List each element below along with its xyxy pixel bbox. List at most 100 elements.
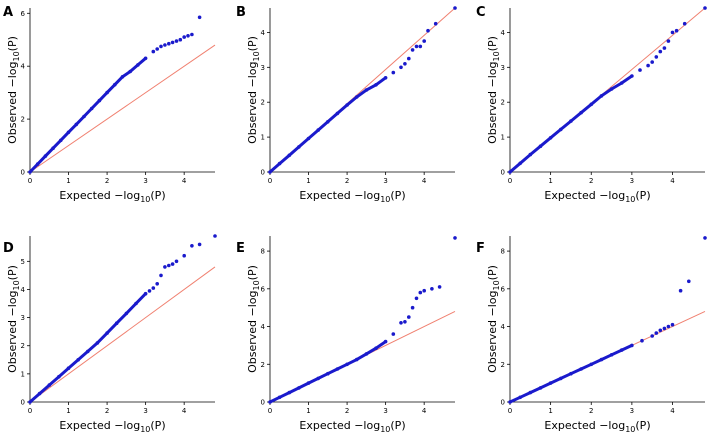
observed-point: [640, 338, 644, 343]
observed-points-dense: [28, 56, 148, 174]
observed-point: [391, 332, 396, 336]
qq-panel-b: B 0 1 2 3 4 0 1 2 3 4 Expected −log10(P) Observed −l…: [236, 5, 457, 204]
x-tick-label: 2: [105, 407, 109, 415]
observed-point: [151, 286, 156, 290]
x-tick-label: 1: [548, 177, 552, 185]
observed-point: [37, 391, 42, 396]
observed-point: [155, 282, 159, 286]
qq-panel-f: F 0 1 2 3 4 0 2 4 6 8 Expected −log10(P) Observed −l…: [476, 236, 707, 433]
x-tick-label: 3: [383, 177, 387, 185]
observed-point: [654, 331, 659, 335]
observed-point: [407, 56, 411, 61]
y-tick-label: 1: [21, 370, 25, 378]
observed-point: [326, 120, 330, 124]
observed-point: [74, 122, 79, 127]
observed-point: [650, 60, 654, 64]
x-axis-title: Expected −log10(P): [59, 189, 165, 204]
qq-panel-c: C 0 1 2 3 4 0 1 2 3 4 Expected −log10(P) Observed −l…: [476, 5, 707, 204]
observed-point: [120, 75, 125, 79]
observed-point: [326, 371, 330, 376]
observed-point: [670, 30, 675, 35]
observed-point: [569, 371, 573, 376]
observed-point: [66, 130, 71, 135]
observed-point: [374, 346, 378, 351]
observed-point: [414, 296, 419, 301]
observed-point: [345, 362, 349, 367]
panel-letter: F: [476, 241, 485, 256]
observed-point: [662, 46, 667, 50]
y-tick-label: 8: [501, 248, 505, 256]
x-tick-label: 4: [422, 407, 427, 415]
observed-point: [35, 162, 40, 166]
observed-point: [403, 320, 407, 324]
observed-point: [638, 68, 642, 72]
observed-point: [682, 21, 687, 26]
y-tick-label: 6: [21, 10, 26, 18]
y-tick-label: 4: [501, 29, 506, 37]
observed-point: [186, 34, 190, 38]
observed-point: [703, 6, 707, 10]
observed-point: [124, 311, 129, 316]
x-axis-title: Expected −log10(P): [299, 419, 405, 433]
observed-point: [159, 273, 163, 278]
panel-letter: B: [236, 5, 246, 20]
observed-point: [508, 400, 512, 404]
observed-point: [163, 43, 167, 47]
x-tick-label: 4: [182, 407, 187, 415]
x-tick-label: 0: [28, 407, 32, 415]
observed-point: [59, 138, 63, 143]
y-tick-label: 4: [21, 63, 26, 71]
observed-point: [453, 236, 457, 240]
x-tick-label: 1: [548, 407, 552, 415]
observed-point: [658, 328, 663, 333]
observed-point: [97, 98, 102, 103]
observed-point: [410, 305, 415, 310]
observed-point: [134, 301, 138, 306]
observed-point: [43, 154, 48, 158]
observed-point: [548, 136, 553, 140]
reference-line: [29, 44, 216, 173]
y-tick-label: 2: [21, 342, 25, 350]
observed-point: [437, 285, 442, 289]
y-axis-title: Observed −log10(P): [486, 36, 501, 144]
observed-point: [559, 376, 563, 381]
observed-point: [147, 289, 152, 293]
observed-point: [658, 49, 663, 54]
observed-point: [28, 170, 32, 174]
observed-point: [174, 259, 179, 264]
observed-point: [57, 374, 61, 379]
x-axis-title: Expected −log10(P): [544, 419, 650, 433]
observed-point: [306, 136, 311, 141]
x-tick-label: 2: [345, 407, 349, 415]
observed-point: [364, 88, 369, 92]
x-tick-label: 3: [143, 177, 147, 185]
observed-point: [433, 21, 438, 26]
x-tick-label: 3: [630, 177, 634, 185]
observed-point: [105, 90, 109, 95]
observed-point: [268, 400, 272, 404]
observed-point: [391, 70, 396, 75]
observed-point: [155, 47, 159, 51]
observed-point: [86, 349, 90, 354]
observed-points-dense: [268, 76, 388, 174]
observed-point: [113, 82, 117, 87]
y-tick-label: 0: [501, 399, 505, 407]
panel-letter: A: [3, 5, 13, 20]
y-tick-label: 3: [501, 64, 505, 72]
observed-point: [430, 287, 434, 291]
observed-point: [548, 381, 553, 385]
observed-point: [190, 244, 194, 248]
qq-panel-d: D 0 1 2 3 4 0 1 2 3 4 5 Expected −log10(P) Observed −…: [3, 234, 217, 433]
observed-point: [609, 87, 614, 91]
x-tick-label: 3: [143, 407, 147, 415]
y-tick-label: 2: [261, 99, 265, 107]
observed-points-dense: [268, 340, 388, 404]
x-tick-label: 0: [508, 407, 512, 415]
panel-letter: D: [3, 241, 14, 256]
observed-point: [407, 315, 411, 319]
observed-point: [418, 290, 423, 295]
observed-point: [559, 127, 563, 132]
x-tick-label: 4: [182, 177, 187, 185]
y-tick-label: 2: [21, 116, 25, 124]
observed-point: [630, 343, 634, 348]
